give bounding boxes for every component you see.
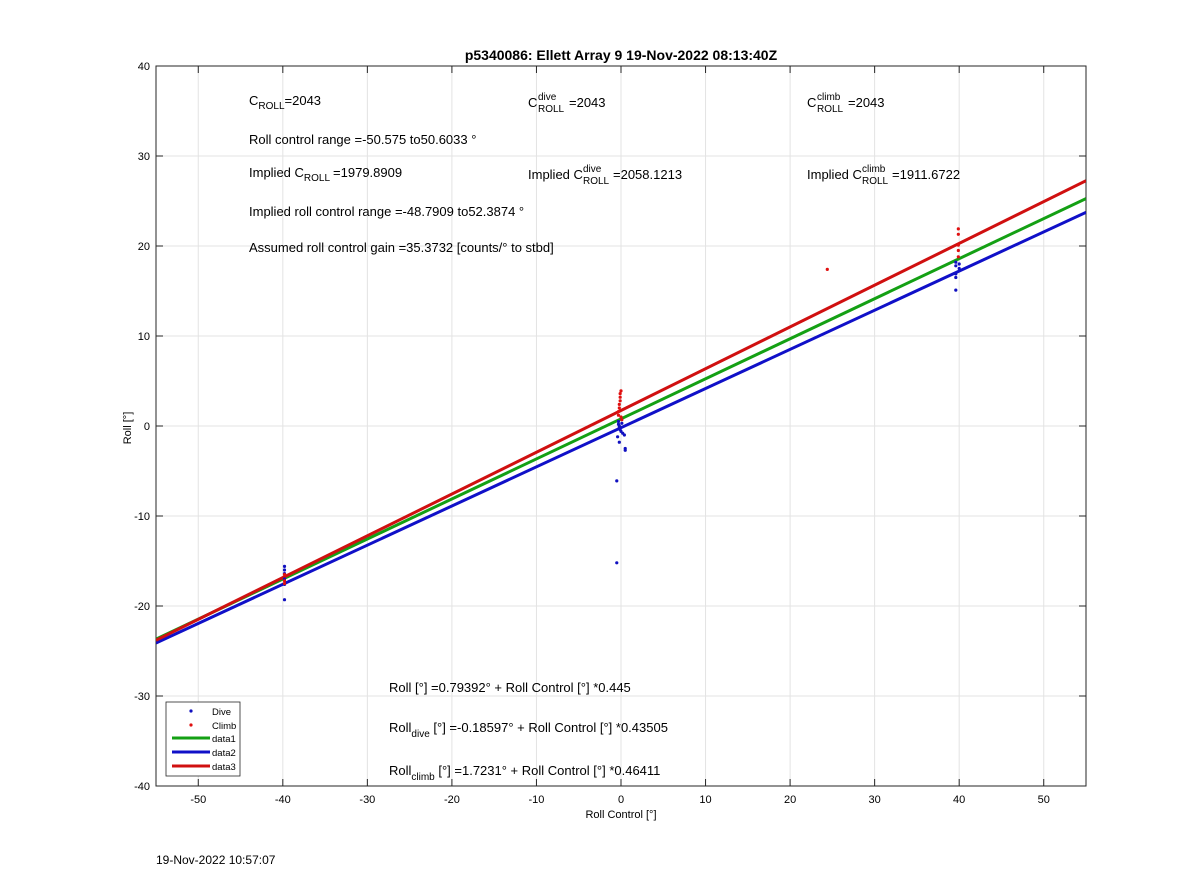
legend-label-data3: data3	[212, 762, 236, 773]
x-tick-label: 50	[1038, 794, 1050, 806]
x-axis-ticks: -50 -40 -30 -20 -10 0 10 20 30 40 50	[190, 66, 1050, 806]
dive-point	[954, 288, 958, 292]
climb-point	[282, 579, 287, 583]
y-tick-label: 10	[138, 331, 150, 343]
dive-point	[615, 561, 619, 565]
y-tick-label: -10	[134, 511, 150, 523]
dive-point	[615, 479, 619, 483]
climb-point	[282, 572, 287, 577]
climb-point	[617, 406, 621, 410]
x-tick-label: 10	[699, 794, 711, 806]
climb-point	[620, 418, 624, 422]
y-tick-label: 40	[138, 61, 150, 73]
dive-point	[954, 260, 958, 264]
x-tick-label: -30	[359, 794, 375, 806]
x-tick-label: 20	[784, 794, 796, 806]
y-tick-label: -40	[134, 781, 150, 793]
fit-line-data3	[156, 179, 1086, 642]
dive-point	[282, 564, 287, 569]
x-tick-label: 30	[869, 794, 881, 806]
fit-line-data2	[156, 210, 1086, 645]
roll-control-range-annotation: Roll control range =-50.575 to50.6033 °	[249, 132, 476, 147]
dive-point	[622, 433, 626, 437]
x-tick-label: -10	[529, 794, 545, 806]
implied-c-roll-annotation: Implied CROLL =1979.8909	[249, 165, 402, 184]
dive-point	[957, 262, 961, 266]
x-tick-label: -40	[275, 794, 291, 806]
fit-dive-equation: Rolldive [°] =-0.18597° + Roll Control […	[389, 720, 668, 740]
legend-label-data2: data2	[212, 748, 236, 759]
y-tick-label: -30	[134, 691, 150, 703]
implied-c-roll-dive-annotation: Implied Cdive ROLL =2058.1213	[528, 164, 682, 187]
x-tick-label: -50	[190, 794, 206, 806]
dive-point	[617, 440, 621, 444]
climb-point	[618, 395, 622, 399]
y-tick-label: -20	[134, 601, 150, 613]
climb-point	[956, 248, 960, 253]
x-axis-label: Roll Control [°]	[585, 809, 656, 821]
climb-point	[619, 415, 623, 419]
dive-point	[957, 266, 961, 271]
dive-point	[616, 419, 621, 424]
climb-point	[616, 410, 621, 414]
dive-point	[623, 448, 627, 452]
climb-point	[618, 399, 622, 403]
dive-point	[620, 421, 624, 425]
climb-point	[956, 227, 960, 231]
dive-point	[282, 598, 287, 602]
climb-point	[616, 413, 621, 417]
y-tick-label: 20	[138, 241, 150, 253]
climb-point	[617, 402, 621, 406]
fit-climb-equation: Rollclimb [°] =1.7231° + Roll Control [°…	[389, 763, 660, 783]
y-tick-label: 30	[138, 151, 150, 163]
y-axis-label: Roll [°]	[122, 412, 134, 445]
legend: Dive Climb data1 data2 data3	[165, 701, 241, 777]
legend-marker-climb	[189, 723, 193, 727]
x-tick-label: 40	[953, 794, 965, 806]
dive-point	[954, 264, 958, 268]
dive-point	[616, 435, 620, 439]
climb-point	[619, 389, 623, 393]
dive-point	[954, 275, 958, 280]
y-axis-ticks: -40 -30 -20 -10 0 10 20 30 40	[134, 61, 1086, 793]
c-roll-dive-annotation: Cdive ROLL =2043	[528, 92, 606, 115]
legend-label-data1: data1	[212, 734, 236, 745]
legend-label-climb: Climb	[212, 721, 236, 732]
c-roll-annotation: CROLL=2043	[249, 93, 321, 112]
climb-point	[956, 232, 960, 236]
y-tick-label: 0	[144, 421, 150, 433]
climb-point	[282, 581, 287, 586]
fit-all-equation: Roll [°] =0.79392° + Roll Control [°] *0…	[389, 680, 631, 695]
legend-label-dive: Dive	[212, 707, 231, 718]
chart-title: p5340086: Ellett Array 9 19-Nov-2022 08:…	[465, 47, 778, 63]
series-layer	[156, 179, 1086, 645]
dive-point	[954, 272, 958, 276]
gain-annotation: Assumed roll control gain =35.3732 [coun…	[249, 240, 554, 255]
climb-point	[956, 255, 960, 259]
x-tick-label: -20	[444, 794, 460, 806]
legend-marker-dive	[189, 709, 193, 713]
climb-point	[618, 392, 622, 396]
climb-point	[825, 267, 829, 271]
implied-range-annotation: Implied roll control range =-48.7909 to5…	[249, 204, 524, 219]
footer-timestamp: 19-Nov-2022 10:57:07	[156, 853, 276, 867]
implied-c-roll-climb-annotation: Implied Cclimb ROLL =1911.6722	[807, 164, 960, 187]
dive-point	[282, 568, 287, 572]
c-roll-climb-annotation: Cclimb ROLL =2043	[807, 92, 885, 115]
climb-point	[956, 243, 960, 247]
x-tick-label: 0	[618, 794, 624, 806]
